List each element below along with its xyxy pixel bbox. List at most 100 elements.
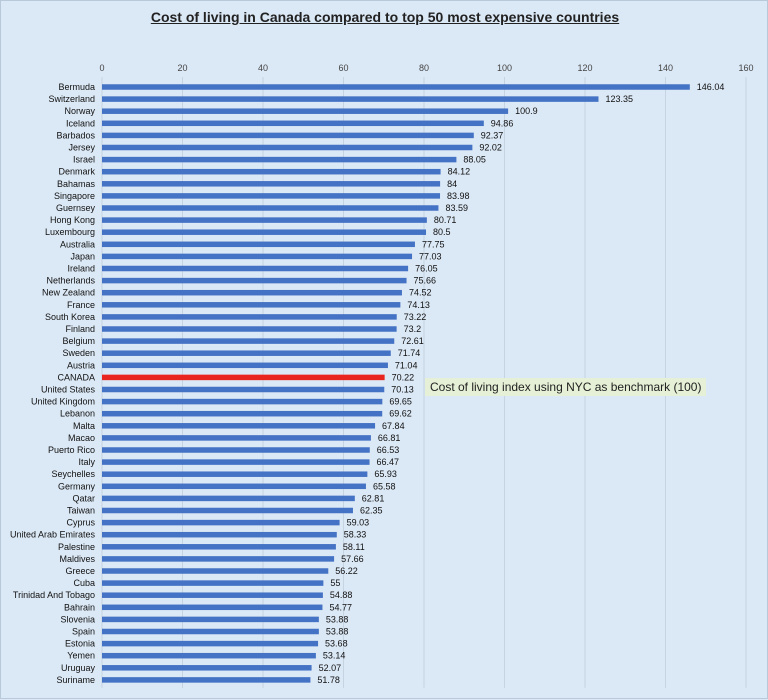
category-label: Maldives (59, 554, 95, 564)
category-label: Estonia (65, 639, 95, 649)
category-label: Trinidad And Tobago (13, 590, 95, 600)
data-label: 54.77 (329, 602, 352, 612)
bar (102, 193, 441, 199)
category-label: France (67, 300, 95, 310)
data-label: 58.11 (343, 542, 365, 552)
bar (102, 205, 439, 211)
category-label: Malta (73, 421, 95, 431)
bar (102, 580, 324, 586)
category-label: New Zealand (42, 288, 95, 298)
category-label: Taiwan (67, 506, 95, 516)
bar (102, 181, 441, 187)
category-label: Denmark (58, 167, 95, 177)
bar (102, 338, 395, 344)
bar (102, 229, 427, 235)
bar (102, 616, 319, 623)
bar (102, 120, 484, 127)
data-label: 146.04 (697, 82, 725, 92)
data-label: 53.14 (323, 651, 346, 661)
category-label: Barbados (56, 130, 95, 140)
bar (102, 640, 319, 647)
data-label: 80.71 (434, 215, 457, 225)
data-label: 123.35 (605, 94, 633, 104)
data-label: 83.98 (447, 191, 470, 201)
category-label: Suriname (56, 675, 95, 685)
category-label: Seychelles (51, 469, 95, 479)
bar (102, 604, 323, 611)
data-label: 55 (330, 578, 340, 588)
bar (102, 132, 474, 139)
category-label: Japan (70, 251, 95, 261)
data-label: 88.05 (463, 155, 486, 165)
x-tick-label: 80 (419, 63, 429, 73)
bar (102, 302, 401, 308)
data-label: 62.35 (360, 506, 383, 516)
bar (102, 435, 371, 441)
bar (102, 652, 316, 659)
category-label: Slovenia (60, 614, 95, 624)
category-label: Iceland (66, 118, 95, 128)
bar (102, 289, 402, 296)
data-label: 76.05 (415, 264, 438, 274)
bar (102, 519, 340, 526)
data-label: 65.58 (373, 481, 396, 491)
category-label: Hong Kong (50, 215, 95, 225)
x-tick-label: 20 (177, 63, 187, 73)
bar (102, 84, 690, 90)
bar (102, 447, 370, 453)
category-label: Guernsey (56, 203, 96, 213)
category-label: Uruguay (61, 663, 96, 673)
category-label: Israel (73, 155, 95, 165)
x-tick-label: 40 (258, 63, 268, 73)
x-tick-label: 0 (99, 63, 104, 73)
category-label: Cuba (73, 578, 95, 588)
data-label: 51.78 (317, 675, 340, 685)
bar (102, 592, 323, 598)
category-label: Austria (67, 360, 95, 370)
data-label: 54.88 (330, 590, 353, 600)
data-label: 53.88 (326, 614, 349, 624)
bar (102, 423, 376, 429)
bar (102, 483, 366, 490)
data-label: 77.03 (419, 251, 442, 261)
data-label: 56.22 (335, 566, 358, 576)
bar (102, 471, 368, 477)
bar (102, 241, 415, 248)
bar (102, 459, 370, 465)
bar (102, 531, 337, 538)
category-label: Belgium (62, 336, 95, 346)
bar (102, 217, 427, 223)
category-label: Switzerland (48, 94, 95, 104)
category-label: Ireland (67, 264, 95, 274)
category-label: Puerto Rico (48, 445, 95, 455)
bar (102, 96, 599, 102)
data-label: 67.84 (382, 421, 405, 431)
x-tick-label: 140 (658, 63, 673, 73)
bar (102, 314, 397, 320)
data-label: 62.81 (362, 493, 385, 503)
data-label: 71.04 (395, 360, 418, 370)
bar (102, 277, 407, 284)
category-label: Lebanon (60, 409, 95, 419)
bar (102, 265, 409, 272)
data-label: 100.9 (515, 106, 538, 116)
data-label: 70.22 (392, 372, 415, 382)
data-label: 69.62 (389, 409, 412, 419)
data-label: 77.75 (422, 239, 445, 249)
data-label: 70.13 (391, 385, 414, 395)
category-label: Greece (65, 566, 95, 576)
bar (102, 253, 413, 260)
category-label: United States (41, 385, 96, 395)
category-label: United Arab Emirates (10, 530, 96, 540)
data-label: 59.03 (347, 518, 370, 528)
data-label: 92.37 (481, 130, 504, 140)
data-label: 66.81 (378, 433, 401, 443)
bar (102, 386, 385, 393)
bar (102, 677, 311, 683)
category-label: Bahrain (64, 602, 95, 612)
category-label: Qatar (72, 493, 95, 503)
data-label: 66.47 (377, 457, 400, 467)
bar (102, 665, 312, 671)
category-label: Germany (58, 481, 96, 491)
